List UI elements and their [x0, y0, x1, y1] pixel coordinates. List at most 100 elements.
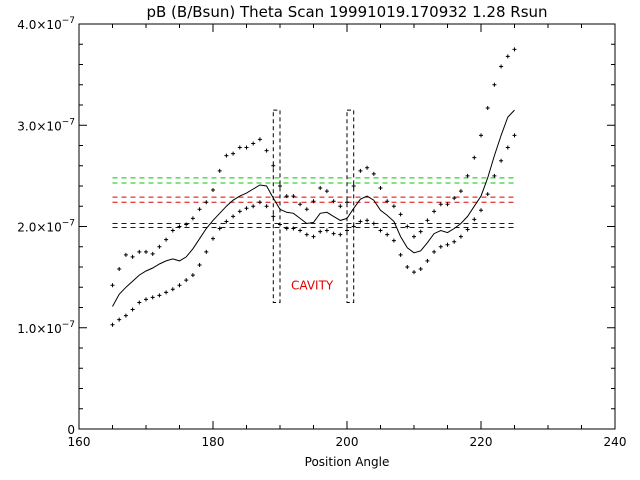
series-2-point	[324, 189, 329, 194]
series-3-point	[204, 249, 209, 254]
series-2-point	[123, 252, 128, 257]
series-2-point	[479, 133, 483, 138]
series-2-point	[231, 151, 236, 156]
series-2-point	[465, 173, 470, 178]
series-3-point	[371, 221, 376, 226]
y-tick-label: 3.0×10−7	[17, 117, 75, 133]
series-3-point	[485, 192, 490, 197]
series-3-point	[150, 295, 155, 300]
x-tick-label: 180	[202, 435, 225, 449]
series-3-point	[391, 238, 396, 243]
series-2-point	[432, 209, 437, 214]
series-3-point	[445, 242, 450, 247]
series-2-point	[311, 199, 316, 204]
series-3-point	[405, 265, 410, 269]
series-3-point	[345, 228, 349, 233]
series-2-point	[378, 186, 383, 191]
series-3-point	[505, 145, 510, 150]
y-tick-label: 1.0×10−7	[17, 320, 75, 336]
series-3-point	[257, 200, 262, 205]
series-3-point	[164, 290, 169, 295]
series-2-point	[224, 153, 229, 158]
x-tick-label: 200	[336, 435, 359, 449]
series-2-point	[485, 106, 490, 111]
series-3-point	[512, 133, 517, 138]
series-3-point	[298, 228, 303, 233]
series-3-point	[130, 307, 135, 312]
series-3-point	[499, 158, 504, 163]
series-2-point	[217, 168, 222, 173]
series-3-point	[278, 222, 282, 227]
series-2-point	[505, 54, 510, 59]
series-2-point	[492, 82, 497, 87]
series-3-point	[157, 293, 162, 298]
series-3-point	[358, 219, 363, 224]
series-3-point	[378, 228, 383, 233]
series-3-point	[398, 252, 403, 257]
series-3-point	[412, 270, 416, 275]
x-tick-label: 240	[604, 435, 627, 449]
series-2-point	[197, 207, 202, 212]
axes: 160 180 200 220 240 0 1.0×10−7 2.0×10−7 3.0×10−7…	[17, 16, 626, 449]
series-3-point	[251, 204, 256, 209]
series-3-point	[244, 206, 249, 211]
plot-area: CAVITY	[110, 47, 517, 327]
y-tick-label: 0	[67, 423, 75, 437]
series-2-point	[318, 186, 323, 191]
series-2-point	[338, 204, 343, 209]
series-2-point	[291, 194, 296, 199]
series-3-point	[117, 317, 122, 322]
series-3-point	[291, 226, 296, 231]
series-3-point	[438, 244, 443, 249]
series-2-point	[251, 141, 256, 146]
series-3-point	[304, 232, 309, 237]
series-2-point	[278, 184, 282, 188]
series-3-point	[137, 300, 142, 305]
series-2-point	[150, 251, 155, 256]
series-2-point	[385, 199, 390, 204]
series-2-point	[499, 64, 504, 69]
series-2-point	[438, 202, 443, 207]
series-2-point	[237, 145, 242, 150]
series-2-point	[371, 171, 376, 176]
series-3-point	[472, 217, 477, 222]
cavity-label: CAVITY	[291, 278, 334, 292]
series-3-point	[465, 227, 470, 232]
series-2-point	[331, 199, 336, 204]
series-2-point	[358, 168, 363, 173]
series-2-point	[391, 204, 396, 209]
series-2-point	[130, 254, 135, 259]
series-3-point	[284, 226, 289, 231]
series-2-point	[304, 207, 309, 212]
y-tick-label: 4.0×10−7	[17, 16, 75, 32]
x-tick-label: 160	[68, 435, 91, 449]
series-3-point	[264, 204, 269, 209]
series-3-point	[170, 287, 175, 292]
series-3-point	[318, 229, 323, 234]
series-2-point	[452, 196, 457, 201]
series-2-point	[110, 283, 115, 288]
series-2-point	[412, 234, 416, 239]
series-3-point	[197, 262, 202, 267]
series-3-point	[110, 322, 115, 327]
series-3-point	[452, 239, 457, 244]
series-2-point	[117, 267, 122, 272]
series-2-point	[137, 249, 142, 254]
cavity-box-2	[346, 109, 355, 303]
series-3-point	[237, 209, 242, 214]
series-2-point	[204, 200, 209, 205]
series-2-point	[157, 244, 162, 249]
series-3-point	[144, 297, 148, 302]
series-2-point	[345, 200, 349, 205]
series-2-point	[190, 216, 195, 221]
series-3-point	[184, 278, 189, 283]
series-3-point	[271, 214, 276, 219]
series-2-point	[244, 145, 249, 150]
series-3-point	[331, 231, 336, 236]
series-2-point	[445, 202, 450, 207]
series-2-point	[271, 163, 276, 168]
series-2-point	[425, 218, 430, 223]
series-3-point	[231, 214, 236, 219]
